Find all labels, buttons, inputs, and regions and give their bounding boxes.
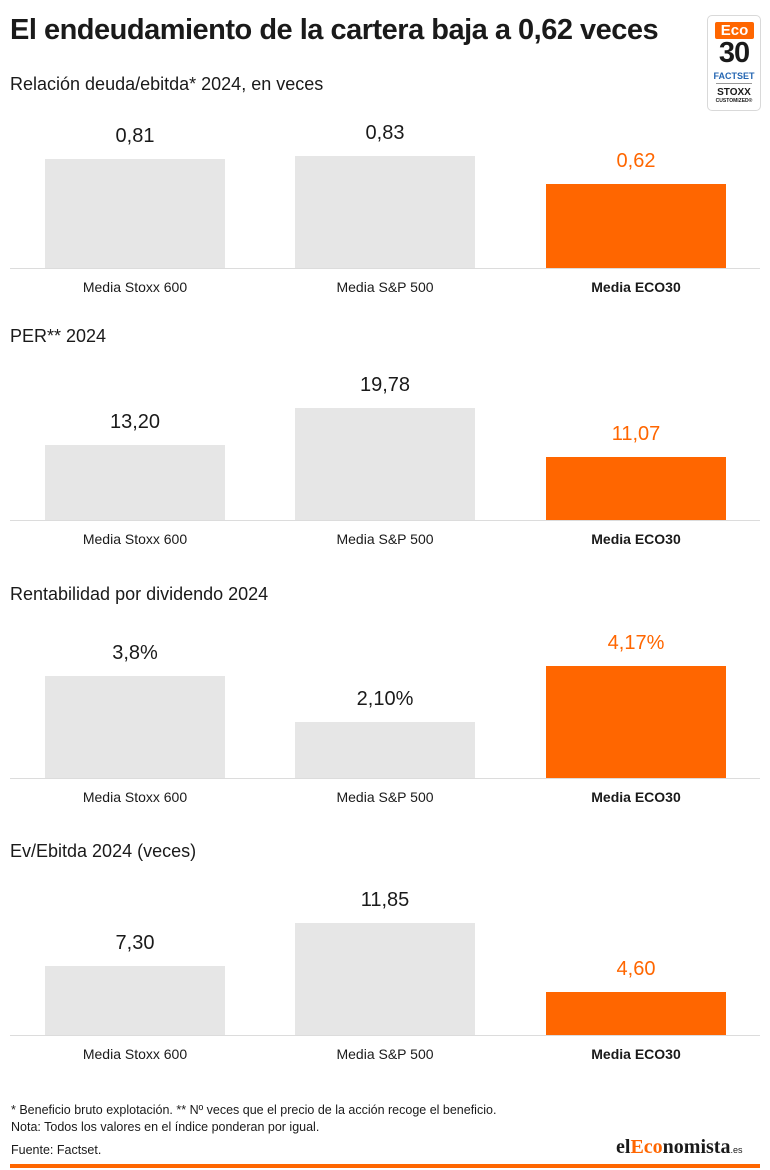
baseline: [10, 1035, 760, 1036]
bar: [45, 966, 225, 1035]
chart-title: El endeudamiento de la cartera baja a 0,…: [10, 14, 659, 46]
category-label: Media S&P 500: [336, 1046, 434, 1062]
bar-value-label: 0,62: [616, 150, 656, 172]
badge-divider: [716, 83, 752, 84]
category-label: Media Stoxx 600: [82, 279, 188, 295]
bar-value-label: 13,20: [109, 411, 161, 433]
category-label: Media ECO30: [591, 789, 681, 805]
panel-title: Relación deuda/ebitda* 2024, en veces: [10, 74, 324, 94]
category-label: Media Stoxx 600: [82, 789, 188, 805]
chart-panel: Rentabilidad por dividendo 2024 3,8% Media…: [0, 584, 770, 819]
bar-plot: 3,8% Media Stoxx 600 2,10% Media S&P 500 4,1…: [0, 611, 770, 811]
chart-panel: PER** 2024 13,20 Media Stoxx 600 19,78 Media…: [0, 326, 770, 561]
footnote-line-1: * Beneficio bruto explotación. ** Nº vec…: [11, 1103, 497, 1117]
bar: [295, 722, 475, 778]
bar-value-label: 0,83: [365, 122, 405, 144]
footnotes: * Beneficio bruto explotación. ** Nº vec…: [11, 1102, 496, 1136]
eleconomista-logo: elEconomista.es: [616, 1136, 743, 1158]
badge-customized: CUSTOMIZED®: [715, 98, 753, 104]
bar: [546, 992, 726, 1035]
eco30-badge-logo: Eco 30 FACTSET STOXX CUSTOMIZED®: [707, 15, 761, 111]
chart-panel: Ev/Ebitda 2024 (veces) 7,30 Media Stoxx 60…: [0, 841, 770, 1076]
bar-value-label: 11,85: [360, 889, 410, 911]
badge-number: 30: [718, 37, 750, 69]
panel-title: Ev/Ebitda 2024 (veces): [10, 841, 197, 861]
badge-factset: FACTSET: [713, 71, 755, 81]
category-label: Media S&P 500: [336, 279, 434, 295]
footer-accent-line: [10, 1164, 760, 1168]
category-label: Media ECO30: [591, 1046, 681, 1062]
bar-value-label: 4,17%: [607, 632, 665, 654]
category-label: Media Stoxx 600: [82, 1046, 188, 1062]
baseline: [10, 520, 760, 521]
source-note: Fuente: Factset.: [11, 1143, 102, 1157]
category-label: Media S&P 500: [336, 531, 434, 547]
bar-plot: 0,81 Media Stoxx 600 0,83 Media S&P 500 0,62…: [0, 101, 770, 301]
bar-plot: 13,20 Media Stoxx 600 19,78 Media S&P 500 11…: [0, 353, 770, 553]
bar: [546, 184, 726, 268]
bar-value-label: 11,07: [611, 423, 661, 445]
badge-stoxx: STOXX: [717, 87, 751, 98]
baseline: [10, 268, 760, 269]
bar-value-label: 7,30: [115, 932, 155, 954]
bar-value-label: 4,60: [616, 958, 656, 980]
category-label: Media Stoxx 600: [82, 531, 188, 547]
bar: [45, 445, 225, 520]
baseline: [10, 778, 760, 779]
bar: [295, 923, 475, 1035]
bar: [45, 676, 225, 778]
panel-title: Rentabilidad por dividendo 2024: [10, 584, 269, 604]
category-label: Media S&P 500: [336, 789, 434, 805]
bar: [295, 408, 475, 520]
category-label: Media ECO30: [591, 279, 681, 295]
bar: [45, 159, 225, 268]
bar-plot: 7,30 Media Stoxx 600 11,85 Media S&P 500 4,6…: [0, 868, 770, 1068]
panel-title: PER** 2024: [10, 326, 107, 346]
bar-value-label: 3,8%: [112, 642, 158, 664]
bar: [546, 457, 726, 520]
category-label: Media ECO30: [591, 531, 681, 547]
bar: [295, 156, 475, 268]
bar-value-label: 19,78: [359, 374, 411, 396]
bar: [546, 666, 726, 778]
badge-eco-label: Eco: [715, 22, 754, 39]
bar-value-label: 2,10%: [356, 688, 414, 710]
bar-value-label: 0,81: [115, 125, 155, 147]
chart-panel: Relación deuda/ebitda* 2024, en veces 0,8…: [0, 74, 770, 309]
footnote-line-2: Nota: Todos los valores en el índice pon…: [11, 1120, 320, 1134]
